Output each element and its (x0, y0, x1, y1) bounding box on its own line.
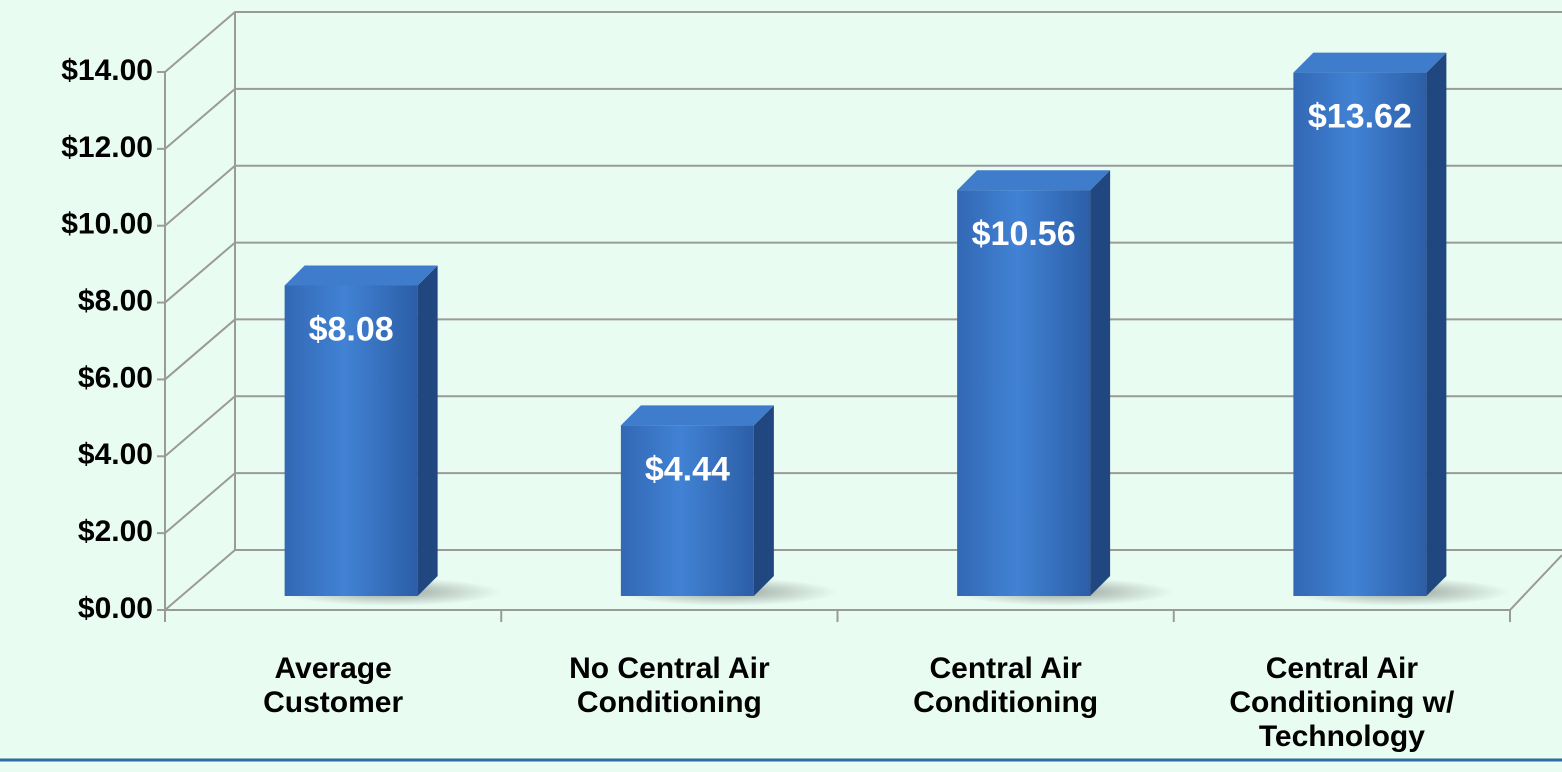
x-tick-label: Central Air Conditioning (913, 652, 1099, 719)
y-tick-label: $0.00 (78, 592, 153, 625)
bar-side (1090, 170, 1111, 597)
y-tick-label: $10.00 (61, 208, 153, 241)
grid-line (164, 87, 1562, 150)
bar-side (753, 405, 774, 596)
value-label: $13.62 (1308, 98, 1412, 136)
bar (620, 425, 754, 596)
x-tick-label: No Central Air Conditioning (569, 652, 770, 719)
grid-line (164, 549, 1562, 611)
grid-line (164, 395, 1562, 458)
value-label: $10.56 (972, 215, 1076, 253)
y-tick-label: $2.00 (78, 515, 153, 548)
grid-line (164, 11, 1562, 73)
bar-top (284, 265, 438, 286)
bar (1293, 72, 1427, 597)
bar-top (620, 405, 774, 426)
grid-line (164, 241, 1562, 304)
y-tick-label: $6.00 (78, 361, 153, 394)
bar-top (957, 170, 1111, 191)
y-tick-label: $8.00 (78, 284, 153, 317)
grid-line (164, 472, 1562, 534)
x-tick-label: Average Customer (263, 652, 404, 719)
grid: $0.00 $2.00 $4.00 $6.00 $8.00 $10.00 $12.00 $14… (61, 11, 1562, 625)
value-label: $8.08 (309, 310, 394, 348)
bar-side (417, 265, 438, 596)
y-tick-label: $14.00 (61, 54, 153, 87)
bars: $8.08 $4.44 $10.56 $13.62 (281, 52, 1510, 606)
bar (957, 190, 1091, 597)
bar-top (1293, 52, 1447, 73)
x-tick-label: Central Air Conditioning w/ Technology (1229, 652, 1455, 753)
y-tick-label: $4.00 (78, 438, 153, 471)
grid-line (164, 318, 1562, 381)
grid-line (164, 164, 1562, 227)
value-label: $4.44 (645, 450, 730, 488)
bar (284, 285, 418, 596)
bar-side (1426, 52, 1447, 597)
y-tick-label: $12.00 (61, 131, 153, 164)
